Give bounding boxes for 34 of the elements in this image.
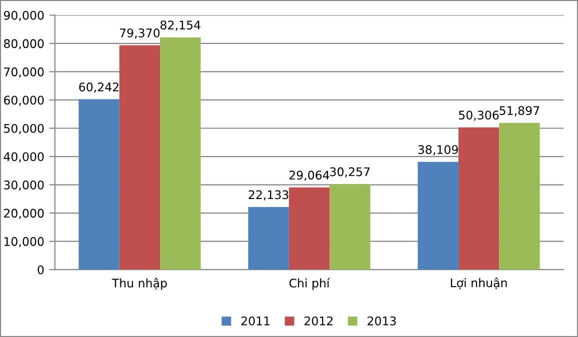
y-tick-label: 40,000 <box>4 152 44 162</box>
data-label: 38,109 <box>418 145 458 156</box>
y-tick-label: 30,000 <box>4 180 44 191</box>
legend-label: 2013 <box>368 316 396 326</box>
data-label: 51,897 <box>500 106 540 116</box>
y-tick-label: 80,000 <box>4 39 44 50</box>
data-label: 29,064 <box>289 170 330 181</box>
data-label: 79,370 <box>120 28 160 39</box>
bar <box>418 162 458 270</box>
x-tick-label: Lợi nhuận <box>450 278 507 290</box>
y-tick-label: 20,000 <box>4 208 44 219</box>
legend-label: 2012 <box>304 316 333 326</box>
x-tick-label: Chi phí <box>289 278 330 290</box>
bar <box>119 45 160 270</box>
y-tick-label: 0 <box>38 265 44 274</box>
legend-label: 2011 <box>241 316 270 326</box>
y-tick-label: 70,000 <box>4 67 44 78</box>
data-label: 82,154 <box>160 20 200 31</box>
data-label: 60,242 <box>79 82 118 93</box>
x-tick-label: Thu nhập <box>112 278 167 290</box>
data-label: 50,306 <box>459 110 499 121</box>
bar <box>160 37 201 270</box>
bar <box>288 187 330 270</box>
y-tick-label: 60,000 <box>4 96 44 106</box>
bar <box>78 99 120 270</box>
bar <box>499 122 540 270</box>
y-tick-label: 50,000 <box>4 124 44 134</box>
data-label: 22,133 <box>248 190 288 200</box>
y-tick-label: 90,000 <box>4 10 44 22</box>
bar <box>458 127 500 270</box>
bar <box>248 207 289 270</box>
bar <box>330 184 370 270</box>
y-tick-label: 10,000 <box>4 237 44 248</box>
data-label: 30,257 <box>330 167 370 178</box>
